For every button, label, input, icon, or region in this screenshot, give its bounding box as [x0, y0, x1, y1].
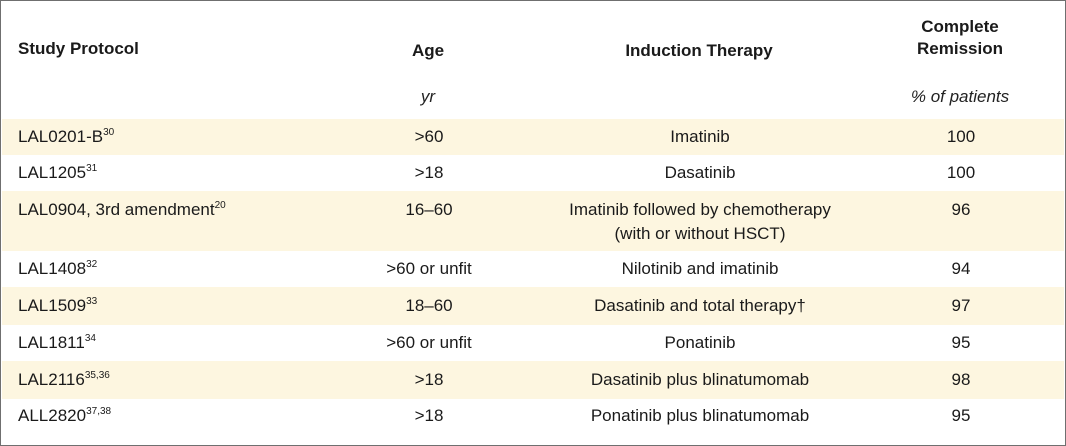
cell-protocol: LAL150933 — [18, 296, 98, 315]
cell-protocol: LAL140832 — [18, 259, 98, 278]
table-row: ALL282037,38 >18 Ponatinib plus blinatum… — [2, 399, 1064, 437]
cell-protocol: LAL0904, 3rd amendment20 — [18, 200, 226, 219]
cell-therapy: Imatinib followed by chemotherapy — [569, 200, 831, 219]
cell-age: >60 — [414, 127, 444, 146]
cell-remission: 98 — [951, 370, 971, 389]
cell-ref: 20 — [214, 200, 226, 211]
header-complete-remission-line2: Remission — [917, 39, 1003, 58]
table-row: LAL181134 >60 or unfit Ponatinib 95 — [2, 325, 1064, 361]
cell-therapy-line2: (with or without HSCT) — [614, 224, 786, 243]
cell-remission: 97 — [951, 296, 971, 315]
table-row: LAL0201-B30 >60 Imatinib 100 — [2, 119, 1064, 155]
header-complete-remission-line1: Complete — [921, 17, 999, 36]
cell-therapy: Nilotinib and imatinib — [621, 259, 779, 278]
cell-age: 18–60 — [405, 296, 453, 315]
cell-ref: 34 — [84, 333, 96, 344]
cell-age: >18 — [414, 163, 444, 182]
cell-remission: 94 — [951, 259, 971, 278]
cell-therapy: Dasatinib and total therapy† — [594, 296, 806, 315]
cell-ref: 37,38 — [86, 406, 112, 417]
table-row: LAL150933 18–60 Dasatinib and total ther… — [2, 287, 1064, 325]
cell-protocol: LAL0201-B30 — [18, 127, 115, 146]
cell-age: >60 or unfit — [386, 333, 472, 352]
cell-age: >60 or unfit — [386, 259, 472, 278]
cell-remission: 95 — [951, 333, 971, 352]
unit-remission: % of patients — [910, 87, 1010, 106]
table-row: LAL211635,36 >18 Dasatinib plus blinatum… — [2, 361, 1064, 399]
cell-therapy: Dasatinib plus blinatumomab — [590, 370, 810, 389]
cell-age: >18 — [414, 370, 444, 389]
cell-ref: 35,36 — [84, 370, 110, 381]
cell-protocol: LAL211635,36 — [18, 370, 110, 389]
cell-remission: 100 — [946, 163, 976, 182]
cell-remission: 100 — [946, 127, 976, 146]
table-row: LAL120531 >18 Dasatinib 100 — [2, 155, 1064, 191]
header-age: Age — [411, 41, 445, 60]
cell-remission: 95 — [951, 406, 971, 425]
cell-ref: 32 — [86, 259, 98, 270]
table-row: LAL0904, 3rd amendment20 16–60 Imatinib … — [2, 191, 1064, 251]
cell-protocol: LAL120531 — [18, 163, 98, 182]
unit-age: yr — [420, 87, 436, 106]
cell-ref: 31 — [86, 163, 98, 174]
cell-protocol: ALL282037,38 — [18, 406, 112, 425]
cell-therapy: Ponatinib — [664, 333, 736, 352]
cell-age: >18 — [414, 406, 444, 425]
cell-therapy: Dasatinib — [664, 163, 736, 182]
cell-ref: 30 — [103, 127, 115, 138]
cell-remission: 96 — [951, 200, 971, 219]
header-induction-therapy: Induction Therapy — [625, 41, 773, 60]
cell-therapy: Ponatinib plus blinatumomab — [590, 406, 810, 425]
cell-ref: 33 — [86, 296, 98, 307]
header-study-protocol: Study Protocol — [18, 39, 139, 58]
table-row: LAL140832 >60 or unfit Nilotinib and ima… — [2, 251, 1064, 287]
cell-protocol: LAL181134 — [18, 333, 96, 352]
cell-age: 16–60 — [405, 200, 453, 219]
cell-therapy: Imatinib — [670, 127, 730, 146]
